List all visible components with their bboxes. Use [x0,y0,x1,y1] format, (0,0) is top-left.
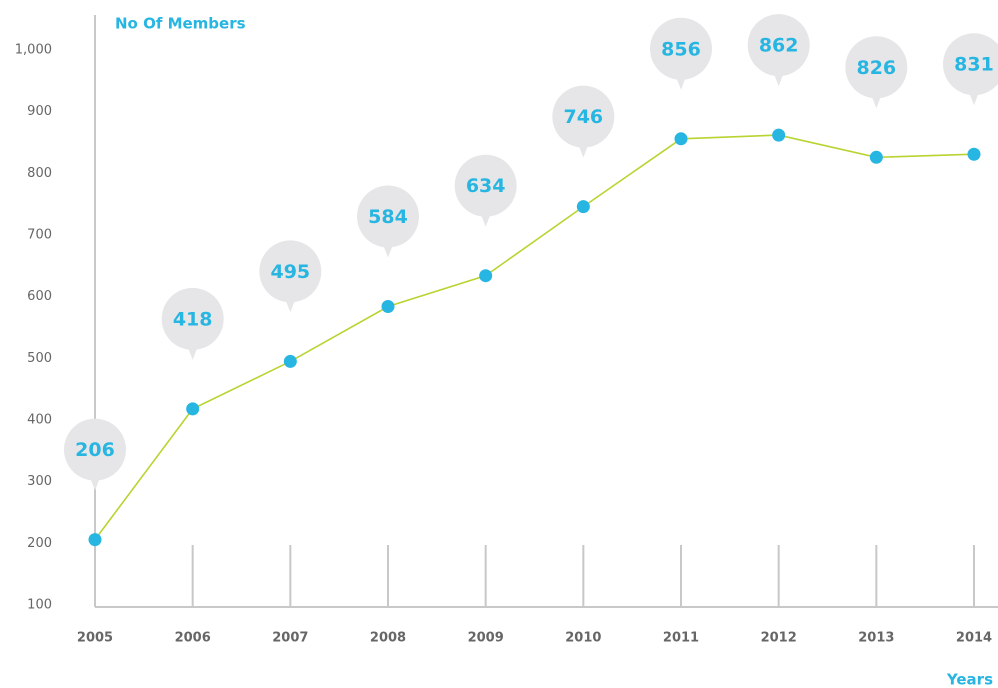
label-bubble-pointer [90,477,100,491]
x-tick-label: 2009 [468,631,504,646]
marker [674,132,688,146]
value-label: 634 [466,175,506,197]
x-tick-label: 2013 [858,631,894,646]
marker [576,200,590,214]
label-bubble-pointer [773,73,784,87]
y-tick-label: 800 [27,166,52,181]
y-tick-label: 700 [27,228,52,243]
marker [381,300,395,314]
x-tick-label: 2006 [175,631,211,646]
marker [186,402,200,416]
label-bubble-pointer [285,299,296,313]
line [94,134,975,541]
label-bubble [64,418,126,481]
y-tick-label: 500 [27,351,52,366]
label-bubble [650,17,712,80]
marker [283,354,297,368]
value-label: 831 [954,54,994,76]
label-bubble-pointer [578,144,589,158]
x-tick-label: 2008 [370,631,406,646]
value-label: 746 [563,106,603,128]
x-tick-label: 2014 [956,631,992,646]
label-bubble [845,36,908,99]
label-bubble [357,185,419,248]
marker [967,147,981,161]
x-tick-label: 2005 [77,631,113,646]
value-label: 584 [368,206,408,228]
label-bubble [454,154,517,217]
value-label: 418 [173,308,213,330]
x-tick-label: 2007 [272,631,308,646]
y-tick-label: 100 [27,598,52,613]
y-axis-title: No Of Members [115,15,246,33]
y-tick-label: 1,000 [15,43,52,58]
label-bubble [747,14,810,77]
label-bubble [259,240,322,303]
value-label: 495 [270,261,310,283]
x-tick-label: 2012 [761,631,797,646]
label-bubble-pointer [187,346,198,360]
marker [869,150,883,164]
label-bubble [161,287,224,350]
x-axis-title: Years [946,671,993,688]
label-bubble-pointer [383,244,393,258]
marker [772,128,786,142]
value-label: 826 [856,57,896,79]
y-tick-label: 400 [27,413,52,428]
y-tick-label: 600 [27,289,52,304]
value-label: 856 [661,38,701,60]
label-bubble [943,33,998,96]
y-tick-label: 900 [27,104,52,119]
label-bubble [552,85,615,148]
y-tick-label: 200 [27,536,52,551]
label-bubble-pointer [480,213,491,227]
label-bubble-pointer [871,95,882,109]
marker [479,269,493,283]
x-tick-label: 2010 [565,631,601,646]
y-tick-label: 300 [27,474,52,489]
marker [88,533,102,547]
label-bubble-pointer [969,92,979,106]
x-tick-label: 2011 [663,631,699,646]
value-label: 862 [759,35,799,57]
value-label: 206 [75,439,115,461]
label-bubble-pointer [676,76,686,90]
